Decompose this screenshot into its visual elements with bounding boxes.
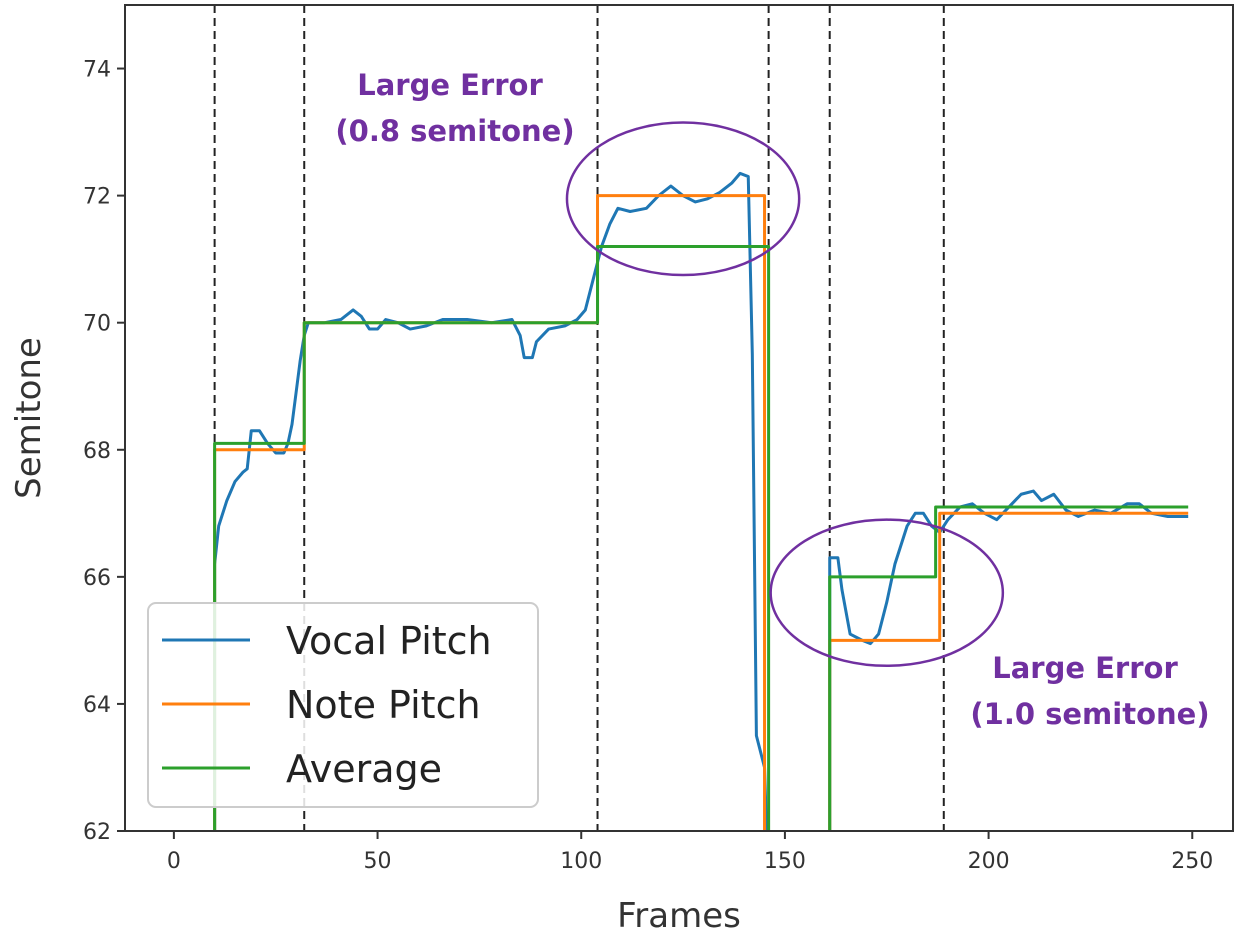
y-tick-label-64: 64 <box>83 693 111 718</box>
segment-boundaries <box>213 5 945 831</box>
y-tick-label-70: 70 <box>83 312 111 337</box>
annotation-2-line2: (1.0 semitone) <box>970 697 1209 731</box>
series-layer <box>213 171 1189 832</box>
error-ellipse-1 <box>565 121 801 277</box>
x-tick-label-0: 0 <box>167 849 181 874</box>
legend-label-average: Average <box>286 747 442 791</box>
x-axis-ticks: 0 50 100 150 200 250 <box>167 831 1213 874</box>
series-average-line-2 <box>828 505 1189 831</box>
y-tick-label-74: 74 <box>83 58 111 83</box>
error-ellipse-2 <box>769 518 1005 668</box>
y-tick-label-66: 66 <box>83 566 111 591</box>
error-ellipses <box>565 121 1005 668</box>
x-tick-label-50: 50 <box>364 849 392 874</box>
plot-frame <box>124 4 1234 832</box>
y-tick-label-72: 72 <box>83 185 111 210</box>
series-vocal-pitch-line-2 <box>828 489 1189 831</box>
annotation-1: Large Error (0.8 semitone) <box>335 68 574 148</box>
y-axis-label: Semitone <box>9 337 49 499</box>
x-tick-label-250: 250 <box>1171 849 1213 874</box>
y-tick-label-62: 62 <box>83 820 111 845</box>
series-average-line-1 <box>213 244 771 831</box>
annotation-2: Large Error (1.0 semitone) <box>970 651 1209 731</box>
legend-label-note-pitch: Note Pitch <box>286 683 481 727</box>
legend: Vocal Pitch Note Pitch Average <box>147 602 539 808</box>
x-tick-label-100: 100 <box>560 849 602 874</box>
y-tick-label-68: 68 <box>83 439 111 464</box>
x-axis-label: Frames <box>617 896 741 933</box>
legend-label-vocal-pitch: Vocal Pitch <box>286 619 492 663</box>
x-tick-label-150: 150 <box>764 849 806 874</box>
annotation-2-line1: Large Error <box>992 651 1178 685</box>
annotation-1-line1: Large Error <box>357 68 543 102</box>
x-tick-label-200: 200 <box>968 849 1010 874</box>
legend-box <box>147 602 539 808</box>
annotation-1-line2: (0.8 semitone) <box>335 114 574 148</box>
y-axis-ticks: 62 64 66 68 70 72 74 <box>83 58 125 845</box>
